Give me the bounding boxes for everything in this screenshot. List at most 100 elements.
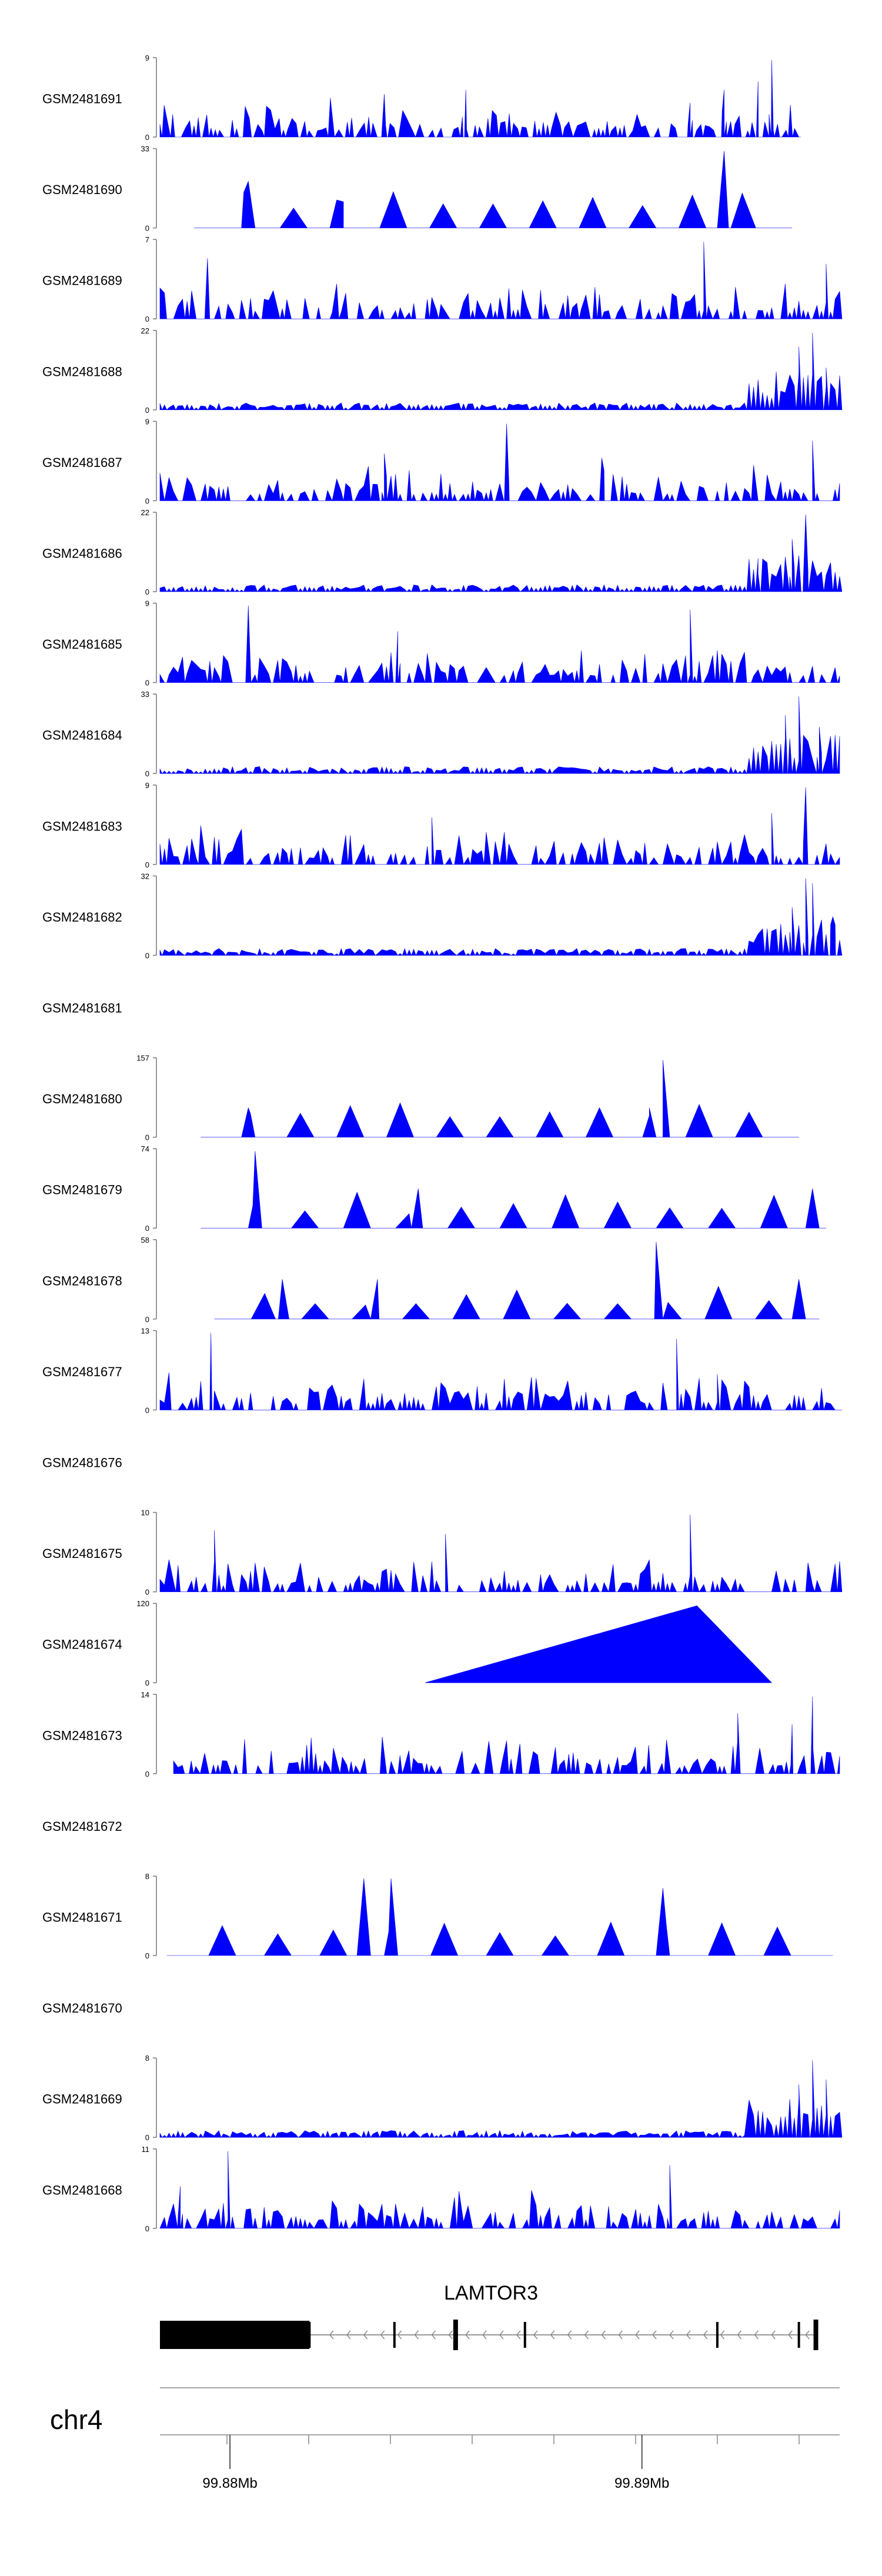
- coverage-tracks: GSM2481691 9 0 GSM2481690 33 0 GSM2481689 7 0 GSM…: [42, 54, 843, 2233]
- gene-strand-arrow: [346, 2330, 351, 2340]
- track-y-min-label: 0: [145, 1406, 149, 1414]
- track-y-min-label: 0: [145, 1315, 149, 1324]
- track-y-max-label: 9: [145, 54, 149, 62]
- track-label: GSM2481677: [42, 1364, 122, 1379]
- gene-exon-mark: [523, 2322, 526, 2348]
- gene-strand-arrow: [499, 2330, 504, 2340]
- track-y-max-label: 33: [141, 690, 149, 699]
- gene-strand-arrow: [788, 2330, 793, 2340]
- coverage-area: [166, 1878, 833, 1956]
- gene-strand-arrow: [329, 2330, 334, 2340]
- track-y-min-label: 0: [145, 769, 149, 778]
- gene-strand-arrow: [703, 2330, 708, 2340]
- track-y-max-label: 11: [142, 2145, 150, 2154]
- gene-strand-arrow: [431, 2330, 436, 2340]
- gene-exon-block: [160, 2321, 310, 2349]
- track-y-max-label: 9: [145, 781, 149, 790]
- track-label: GSM2481671: [42, 1910, 122, 1925]
- track-y-min-label: 0: [145, 1224, 149, 1233]
- gene-exon-mark: [813, 2320, 818, 2350]
- gene-strand-arrow: [397, 2330, 402, 2340]
- coverage-area: [201, 1151, 826, 1229]
- gene-strand-arrow: [465, 2330, 470, 2340]
- track-y-max-label: 8: [145, 1872, 149, 1881]
- axis-tick-label: 99.88Mb: [202, 2475, 257, 2491]
- track-y-min-label: 0: [145, 406, 149, 415]
- coverage-area: [159, 332, 843, 411]
- track-label: GSM2481670: [42, 2001, 122, 2016]
- coverage-area: [159, 59, 801, 138]
- coverage-area: [214, 1242, 820, 1320]
- gene-strand-arrow: [686, 2330, 691, 2340]
- track-y-min-label: 0: [145, 224, 149, 233]
- gene-strand-arrow: [550, 2330, 555, 2340]
- chromosome-label: chr4: [50, 2404, 102, 2435]
- gene-strand-arrow: [533, 2330, 538, 2340]
- track-label: GSM2481690: [42, 182, 122, 197]
- track-y-max-label: 33: [141, 145, 149, 154]
- gene-strand-arrow: [771, 2330, 776, 2340]
- coverage-area: [159, 514, 843, 592]
- gene-strand-arrow: [601, 2330, 606, 2340]
- gene-exon-mark: [393, 2322, 396, 2348]
- coverage-area: [173, 1696, 840, 1774]
- track-label: GSM2481669: [42, 2092, 122, 2107]
- track-label: GSM2481668: [42, 2183, 122, 2197]
- coverage-area: [159, 696, 840, 775]
- track-label: GSM2481688: [42, 364, 122, 379]
- gene-strand-arrow: [635, 2330, 640, 2340]
- track-y-min-label: 0: [145, 2224, 149, 2233]
- track-label: GSM2481678: [42, 1273, 122, 1288]
- track-label: GSM2481689: [42, 273, 122, 288]
- track-y-max-label: 13: [141, 1326, 149, 1335]
- coverage-area: [159, 2060, 843, 2138]
- gene-strand-arrow: [448, 2330, 453, 2340]
- track-y-min-label: 0: [145, 315, 149, 323]
- track-y-min-label: 0: [145, 496, 149, 505]
- track-label: GSM2481672: [42, 1819, 122, 1834]
- track-label: GSM2481686: [42, 546, 122, 561]
- gene-strand-arrow: [482, 2330, 487, 2340]
- gene-strand-arrow: [754, 2330, 759, 2340]
- track-y-min-label: 0: [145, 679, 149, 688]
- track-y-min-label: 0: [145, 588, 149, 596]
- gene-strand-arrow: [380, 2330, 385, 2340]
- coverage-area: [201, 1060, 799, 1137]
- track-y-min-label: 0: [145, 1770, 149, 1778]
- coverage-area: [159, 2151, 840, 2229]
- track-y-max-label: 22: [141, 326, 149, 335]
- track-label: GSM2481684: [42, 728, 122, 743]
- track-label: GSM2481685: [42, 637, 122, 652]
- gene-strand-arrow: [567, 2330, 572, 2340]
- gene-strand-arrow: [720, 2330, 725, 2340]
- track-y-min-label: 0: [145, 951, 149, 960]
- gene-model-track: LAMTOR3: [160, 2282, 818, 2350]
- track-label: GSM2481691: [42, 92, 122, 106]
- track-y-min-label: 0: [145, 860, 149, 869]
- coverage-area: [159, 1333, 842, 1411]
- track-y-max-label: 8: [145, 2054, 149, 2063]
- track-label: GSM2481682: [42, 910, 122, 925]
- gene-strand-arrow: [363, 2330, 368, 2340]
- track-label: GSM2481674: [42, 1637, 122, 1652]
- track-label: GSM2481687: [42, 455, 122, 470]
- track-y-max-label: 9: [145, 417, 149, 426]
- coverage-area: [159, 423, 840, 502]
- track-y-min-label: 0: [145, 1951, 149, 1960]
- track-label: GSM2481675: [42, 1546, 122, 1561]
- track-label: GSM2481680: [42, 1092, 122, 1106]
- track-y-min-label: 0: [145, 133, 149, 142]
- coverage-area: [159, 787, 840, 865]
- coverage-area: [159, 1514, 843, 1593]
- genome-axis: chr4 99.88Mb 99.89Mb: [50, 2387, 840, 2491]
- track-y-max-label: 120: [136, 1599, 149, 1608]
- gene-label: LAMTOR3: [444, 2282, 538, 2304]
- track-y-max-label: 10: [141, 1509, 149, 1517]
- coverage-area: [159, 242, 843, 320]
- track-y-max-label: 7: [145, 235, 149, 244]
- gene-strand-arrow: [652, 2330, 657, 2340]
- gene-exon-mark: [716, 2322, 719, 2348]
- coverage-area: [159, 878, 843, 956]
- track-label: GSM2481676: [42, 1456, 122, 1470]
- gene-exon-mark: [797, 2322, 800, 2348]
